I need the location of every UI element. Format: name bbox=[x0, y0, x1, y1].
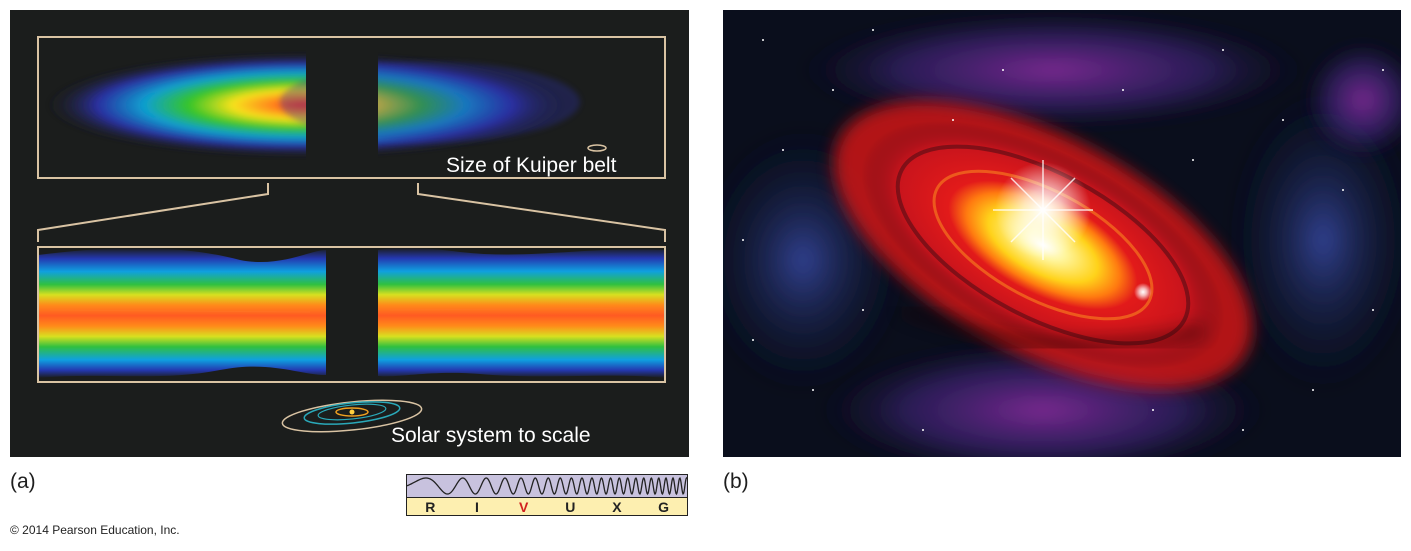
solar-system-label: Solar system to scale bbox=[391, 424, 591, 447]
wavelength-wave-icon bbox=[407, 475, 687, 498]
disk-diagram bbox=[37, 36, 666, 433]
band-v: V bbox=[518, 498, 529, 515]
band-x: X bbox=[612, 498, 622, 515]
band-i: I bbox=[475, 498, 479, 515]
band-r: R bbox=[425, 498, 436, 515]
background-stars bbox=[742, 29, 1384, 431]
kuiper-belt-icon bbox=[587, 144, 607, 152]
wave-path bbox=[407, 476, 687, 496]
bottom-frame bbox=[37, 246, 666, 383]
kuiper-belt-label: Size of Kuiper belt bbox=[446, 154, 617, 177]
panel-b-image bbox=[723, 10, 1401, 457]
protoplanetary-disk-illustration bbox=[723, 10, 1401, 457]
panel-a-image: Size of Kuiper belt Solar system to scal… bbox=[10, 10, 689, 457]
wavelength-spectrum-bar: R I V U X G bbox=[406, 474, 688, 516]
panel-a-label: (a) bbox=[10, 470, 36, 493]
top-frame bbox=[37, 36, 666, 179]
band-u: U bbox=[565, 498, 576, 515]
spectrum-bands: R I V U X G bbox=[407, 498, 687, 515]
protoplanet bbox=[1134, 283, 1152, 301]
solar-system-icon bbox=[281, 399, 423, 433]
panel-b-label: (b) bbox=[723, 470, 749, 493]
zoomed-disk bbox=[38, 247, 665, 378]
band-g: G bbox=[658, 498, 670, 515]
zoom-connector bbox=[37, 183, 666, 242]
star-rays bbox=[993, 160, 1093, 260]
wide-view-disk bbox=[45, 50, 580, 170]
copyright-notice: © 2014 Pearson Education, Inc. bbox=[10, 523, 180, 537]
